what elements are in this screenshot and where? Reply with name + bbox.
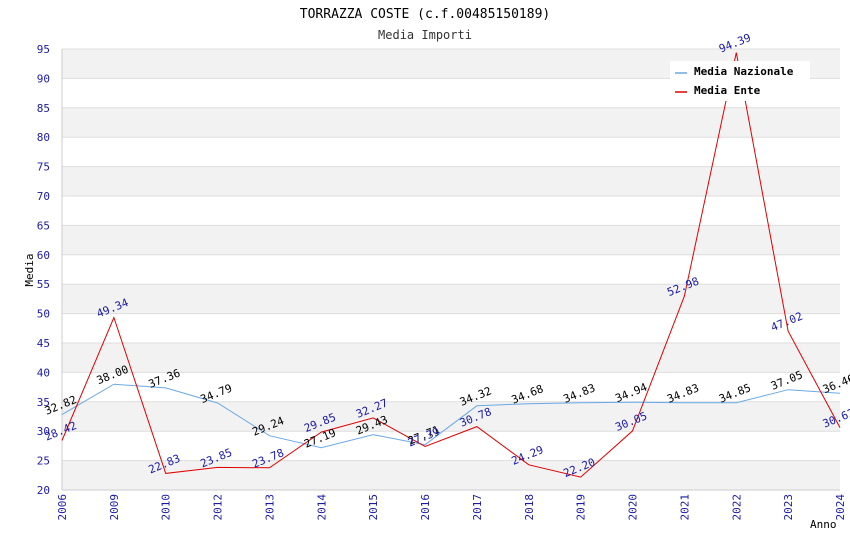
grid-band — [62, 401, 840, 432]
data-label-ente: 28.42 — [43, 419, 79, 443]
y-tick-label: 35 — [37, 396, 50, 409]
x-tick-label: 2012 — [212, 494, 225, 521]
legend: Media Nazionale Media Ente — [670, 61, 810, 101]
y-tick-label: 30 — [37, 425, 50, 438]
grid-band — [62, 343, 840, 373]
series-line-nazionale — [61, 383, 841, 449]
chart-title: TORRAZZA COSTE (c.f.00485150189) — [300, 7, 550, 22]
x-tick-label: 2014 — [315, 494, 328, 521]
grid-band — [62, 284, 840, 314]
x-tick-label: 2016 — [419, 494, 432, 521]
y-tick-label: 85 — [37, 102, 50, 115]
x-tick-label: 2013 — [263, 494, 276, 521]
grid-band — [62, 225, 840, 255]
y-tick-label: 20 — [37, 484, 50, 497]
y-tick-label: 70 — [37, 190, 50, 203]
legend-label-ente: Media Ente — [694, 84, 761, 97]
x-tick-label: 2018 — [523, 494, 536, 521]
y-tick-label: 80 — [37, 131, 50, 144]
chart-subtitle: Media Importi — [378, 28, 472, 42]
series-lines — [61, 52, 841, 478]
y-tick-labels: 20 25 30 35 40 45 50 55 60 65 70 75 80 85 90 95 — [37, 43, 50, 497]
x-tick-label: 2020 — [627, 494, 640, 521]
grid-band — [62, 107, 840, 138]
y-tick-label: 55 — [37, 278, 50, 291]
grid-band — [62, 460, 840, 490]
y-axis-label: Media — [23, 253, 36, 286]
y-tick-label: 40 — [37, 366, 50, 379]
y-tick-label: 25 — [37, 455, 50, 468]
grid-band — [62, 166, 840, 196]
x-tick-label: 2022 — [730, 494, 743, 521]
legend-box — [670, 61, 810, 101]
x-tick-label: 2019 — [575, 494, 588, 521]
x-tick-label: 2015 — [367, 494, 380, 521]
x-tick-label: 2021 — [678, 494, 691, 521]
axes — [61, 49, 840, 491]
x-tick-labels: 2006 2009 2010 2012 2013 2014 2015 2016 2017 2018… — [56, 494, 847, 521]
y-tick-label: 65 — [37, 219, 50, 232]
series-line-ente — [61, 52, 841, 478]
x-tick-label: 2010 — [160, 494, 173, 521]
x-tick-label: 2017 — [471, 494, 484, 521]
x-tick-label: 2006 — [56, 494, 69, 521]
y-tick-label: 45 — [37, 337, 50, 350]
x-axis-label: Anno — [810, 518, 837, 531]
grid-bands — [62, 49, 840, 490]
x-tick-label: 2024 — [834, 494, 847, 521]
y-tick-label: 75 — [37, 161, 50, 174]
legend-label-nazionale: Media Nazionale — [694, 65, 794, 78]
y-tick-label: 60 — [37, 249, 50, 262]
y-tick-label: 95 — [37, 43, 50, 56]
y-tick-label: 50 — [37, 308, 50, 321]
y-tick-label: 90 — [37, 72, 50, 85]
x-tick-label: 2009 — [108, 494, 121, 521]
x-tick-label: 2023 — [782, 494, 795, 521]
